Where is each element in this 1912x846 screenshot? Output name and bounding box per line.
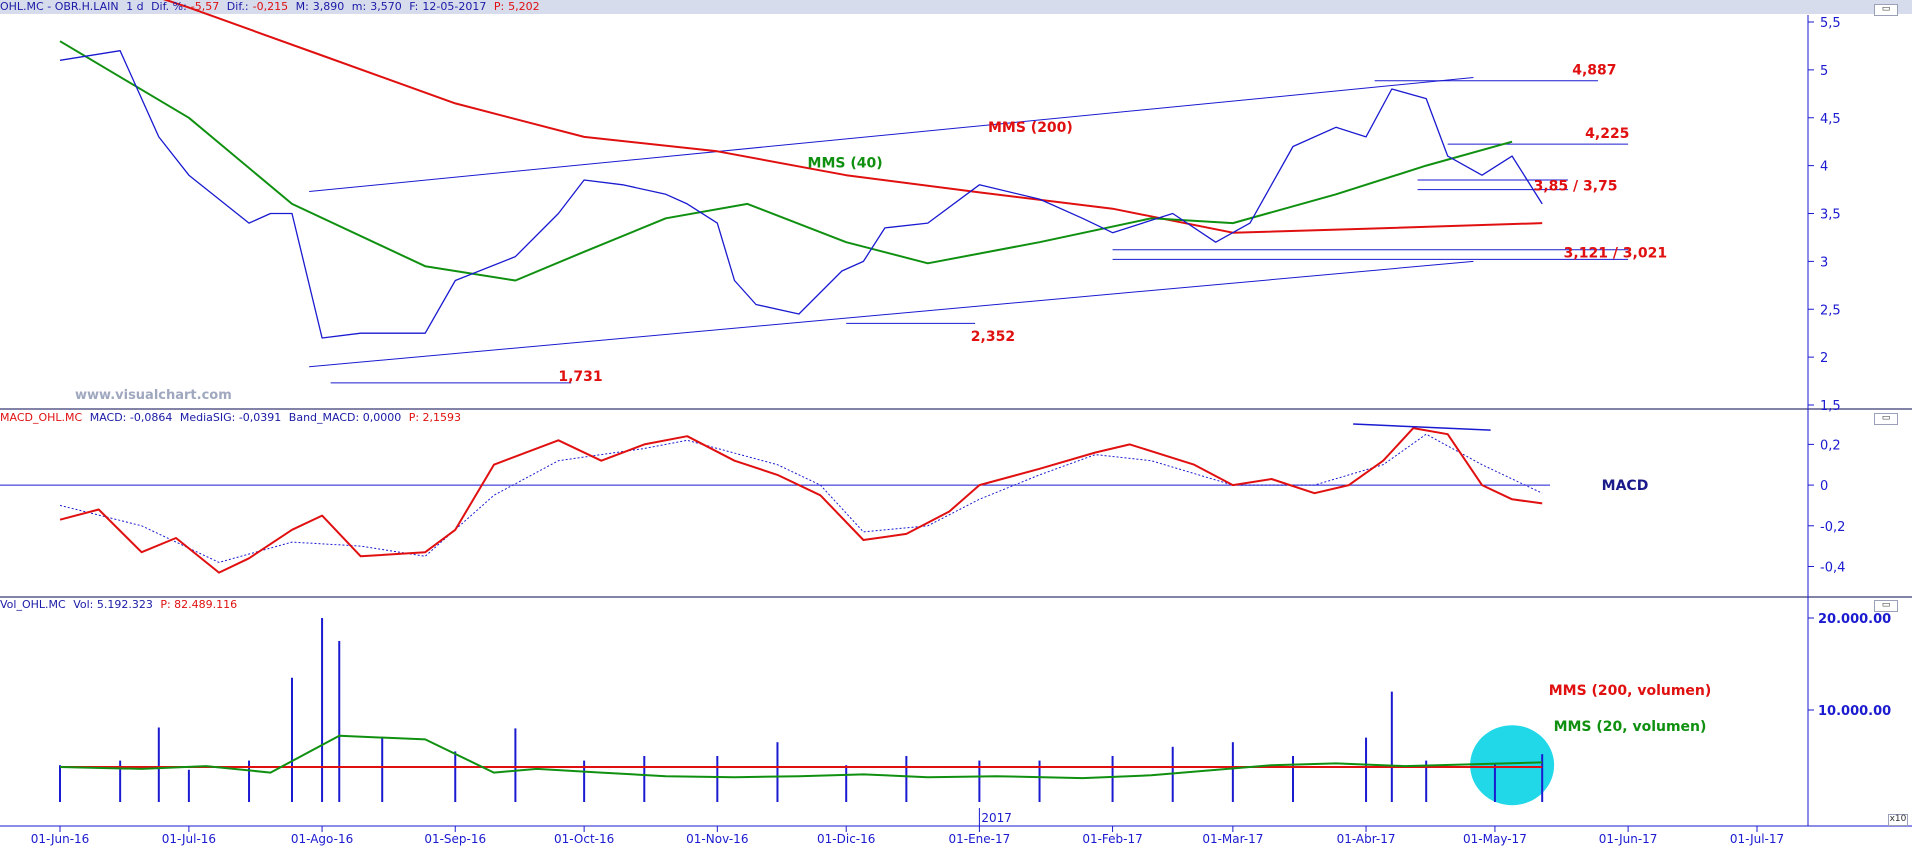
x-tick-label: 01-Mar-17 <box>1202 832 1263 846</box>
x-tick-label: 01-Jun-16 <box>31 832 90 846</box>
mms40-label: MMS (40) <box>808 156 883 172</box>
macd-signal-value: MediaSIG: -0,0391 <box>179 411 282 424</box>
x-tick-label: 01-Oct-16 <box>554 832 614 846</box>
x-tick-label: 01-Jun-17 <box>1599 832 1658 846</box>
x-tick-label: 01-May-17 <box>1463 832 1527 846</box>
price-pane-header: OHL.MC - OBR.H.LAIN 1 d Dif. %: -5,57 Dif… <box>0 0 544 14</box>
level-1731-label: 1,731 <box>558 369 602 385</box>
vol-y-tick-label: 10.000.00 <box>1818 704 1891 719</box>
level-385-375-label: 3,85 / 3,75 <box>1534 179 1618 195</box>
vol-y-tick-label: 20.000.00 <box>1818 612 1891 627</box>
macd-pane-button[interactable]: ▭ <box>1874 413 1898 425</box>
macd-p-value: P: 2,1593 <box>408 411 462 424</box>
x-tick-label: 01-Abr-17 <box>1337 832 1396 846</box>
macd-header-bar <box>0 409 1912 423</box>
price-y-tick-label: 3 <box>1820 255 1828 270</box>
price-change-pct: -5,57 <box>190 0 220 13</box>
macd-band-value: Band_MACD: 0,0000 <box>288 411 402 424</box>
volume-highlight-circle <box>1470 725 1555 806</box>
price-change: -0,215 <box>252 0 289 13</box>
price-y-tick-label: 1,5 <box>1820 399 1841 414</box>
x-tick-label: 01-Jul-16 <box>162 832 216 846</box>
upper-trendline <box>309 77 1474 192</box>
lower-trendline <box>309 260 1474 368</box>
x-tick-label: 01-Ago-16 <box>291 832 353 846</box>
price-max-label: M: <box>295 0 309 13</box>
price-y-tick-label: 2,5 <box>1820 303 1841 318</box>
price-y-tick-label: 4 <box>1820 160 1828 175</box>
x-tick-label: 01-Ene-17 <box>948 832 1010 846</box>
price-y-tick-label: 5,5 <box>1820 16 1841 31</box>
macd-line <box>59 427 1543 574</box>
macd-label: MACD <box>1602 478 1649 494</box>
vol-header-bar <box>0 596 1912 610</box>
x-tick-label: 01-Feb-17 <box>1082 832 1142 846</box>
macd-pane-header: MACD_OHL.MC MACD: -0,0864 MediaSIG: -0,0… <box>0 411 465 425</box>
price-max: 3,890 <box>312 0 345 13</box>
price-pane-button[interactable]: ▭ <box>1874 4 1898 16</box>
level-2352-label: 2,352 <box>971 329 1015 345</box>
price-y-tick-label: 4,5 <box>1820 112 1841 127</box>
vol-pane-header: Vol_OHL.MC Vol: 5.192.323 P: 82.489.116 <box>0 598 241 612</box>
vol-pane-button[interactable]: ▭ <box>1874 600 1898 612</box>
price-close-line <box>59 50 1543 339</box>
macd-divergence-line <box>1353 423 1491 431</box>
watermark: www.visualchart.com <box>75 388 232 403</box>
macd-y-tick-label: 0 <box>1820 479 1828 494</box>
year-marker: 2017 <box>981 811 1012 825</box>
mms200-line <box>162 0 1543 234</box>
x-tick-label: 01-Jul-17 <box>1730 832 1784 846</box>
vol-value: Vol: 5.192.323 <box>73 598 153 611</box>
level-4887-label: 4,887 <box>1572 63 1616 79</box>
price-p-label: P: <box>493 0 505 13</box>
price-header-bar <box>0 0 1912 14</box>
macd-y-tick-label: -0,4 <box>1820 560 1845 575</box>
price-min-label: m: <box>351 0 367 13</box>
vol-mms20-label: MMS (20, volumen) <box>1554 719 1707 735</box>
price-y-tick-label: 2 <box>1820 351 1828 366</box>
macd-signal-line <box>59 433 1543 563</box>
vol-symbol: Vol_OHL.MC <box>0 598 66 611</box>
price-min: 3,570 <box>370 0 402 13</box>
macd-symbol: MACD_OHL.MC <box>0 411 83 424</box>
price-change-pct-label: Dif. %: <box>151 0 187 13</box>
price-period: 1 d <box>126 0 144 13</box>
macd-y-tick-label: 0,2 <box>1820 438 1841 453</box>
mms200-label: MMS (200) <box>988 120 1073 136</box>
x-tick-label: 01-Sep-16 <box>424 832 486 846</box>
vol-mms20-line <box>59 734 1543 780</box>
price-date: 12-05-2017 <box>422 0 487 13</box>
macd-y-tick-label: -0,2 <box>1820 520 1845 535</box>
level-4225-label: 4,225 <box>1585 126 1629 142</box>
x-tick-label: 01-Nov-16 <box>686 832 748 846</box>
mms40-line <box>59 40 1513 282</box>
price-date-label: F: <box>409 0 419 13</box>
level-3121-3021-label: 3,121 / 3,021 <box>1564 246 1667 262</box>
macd-value: MACD: -0,0864 <box>89 411 173 424</box>
price-y-tick-label: 3,5 <box>1820 208 1841 223</box>
price-y-tick-label: 5 <box>1820 64 1828 79</box>
price-symbol: OHL.MC - OBR.H.LAIN <box>0 0 119 13</box>
price-p: 5,202 <box>508 0 540 13</box>
vol-p-value: P: 82.489.116 <box>160 598 238 611</box>
vol-mms200-label: MMS (200, volumen) <box>1549 683 1712 699</box>
x-tick-label: 01-Dic-16 <box>817 832 875 846</box>
scale-button[interactable]: x10 <box>1888 814 1908 826</box>
price-change-label: Dif.: <box>226 0 249 13</box>
